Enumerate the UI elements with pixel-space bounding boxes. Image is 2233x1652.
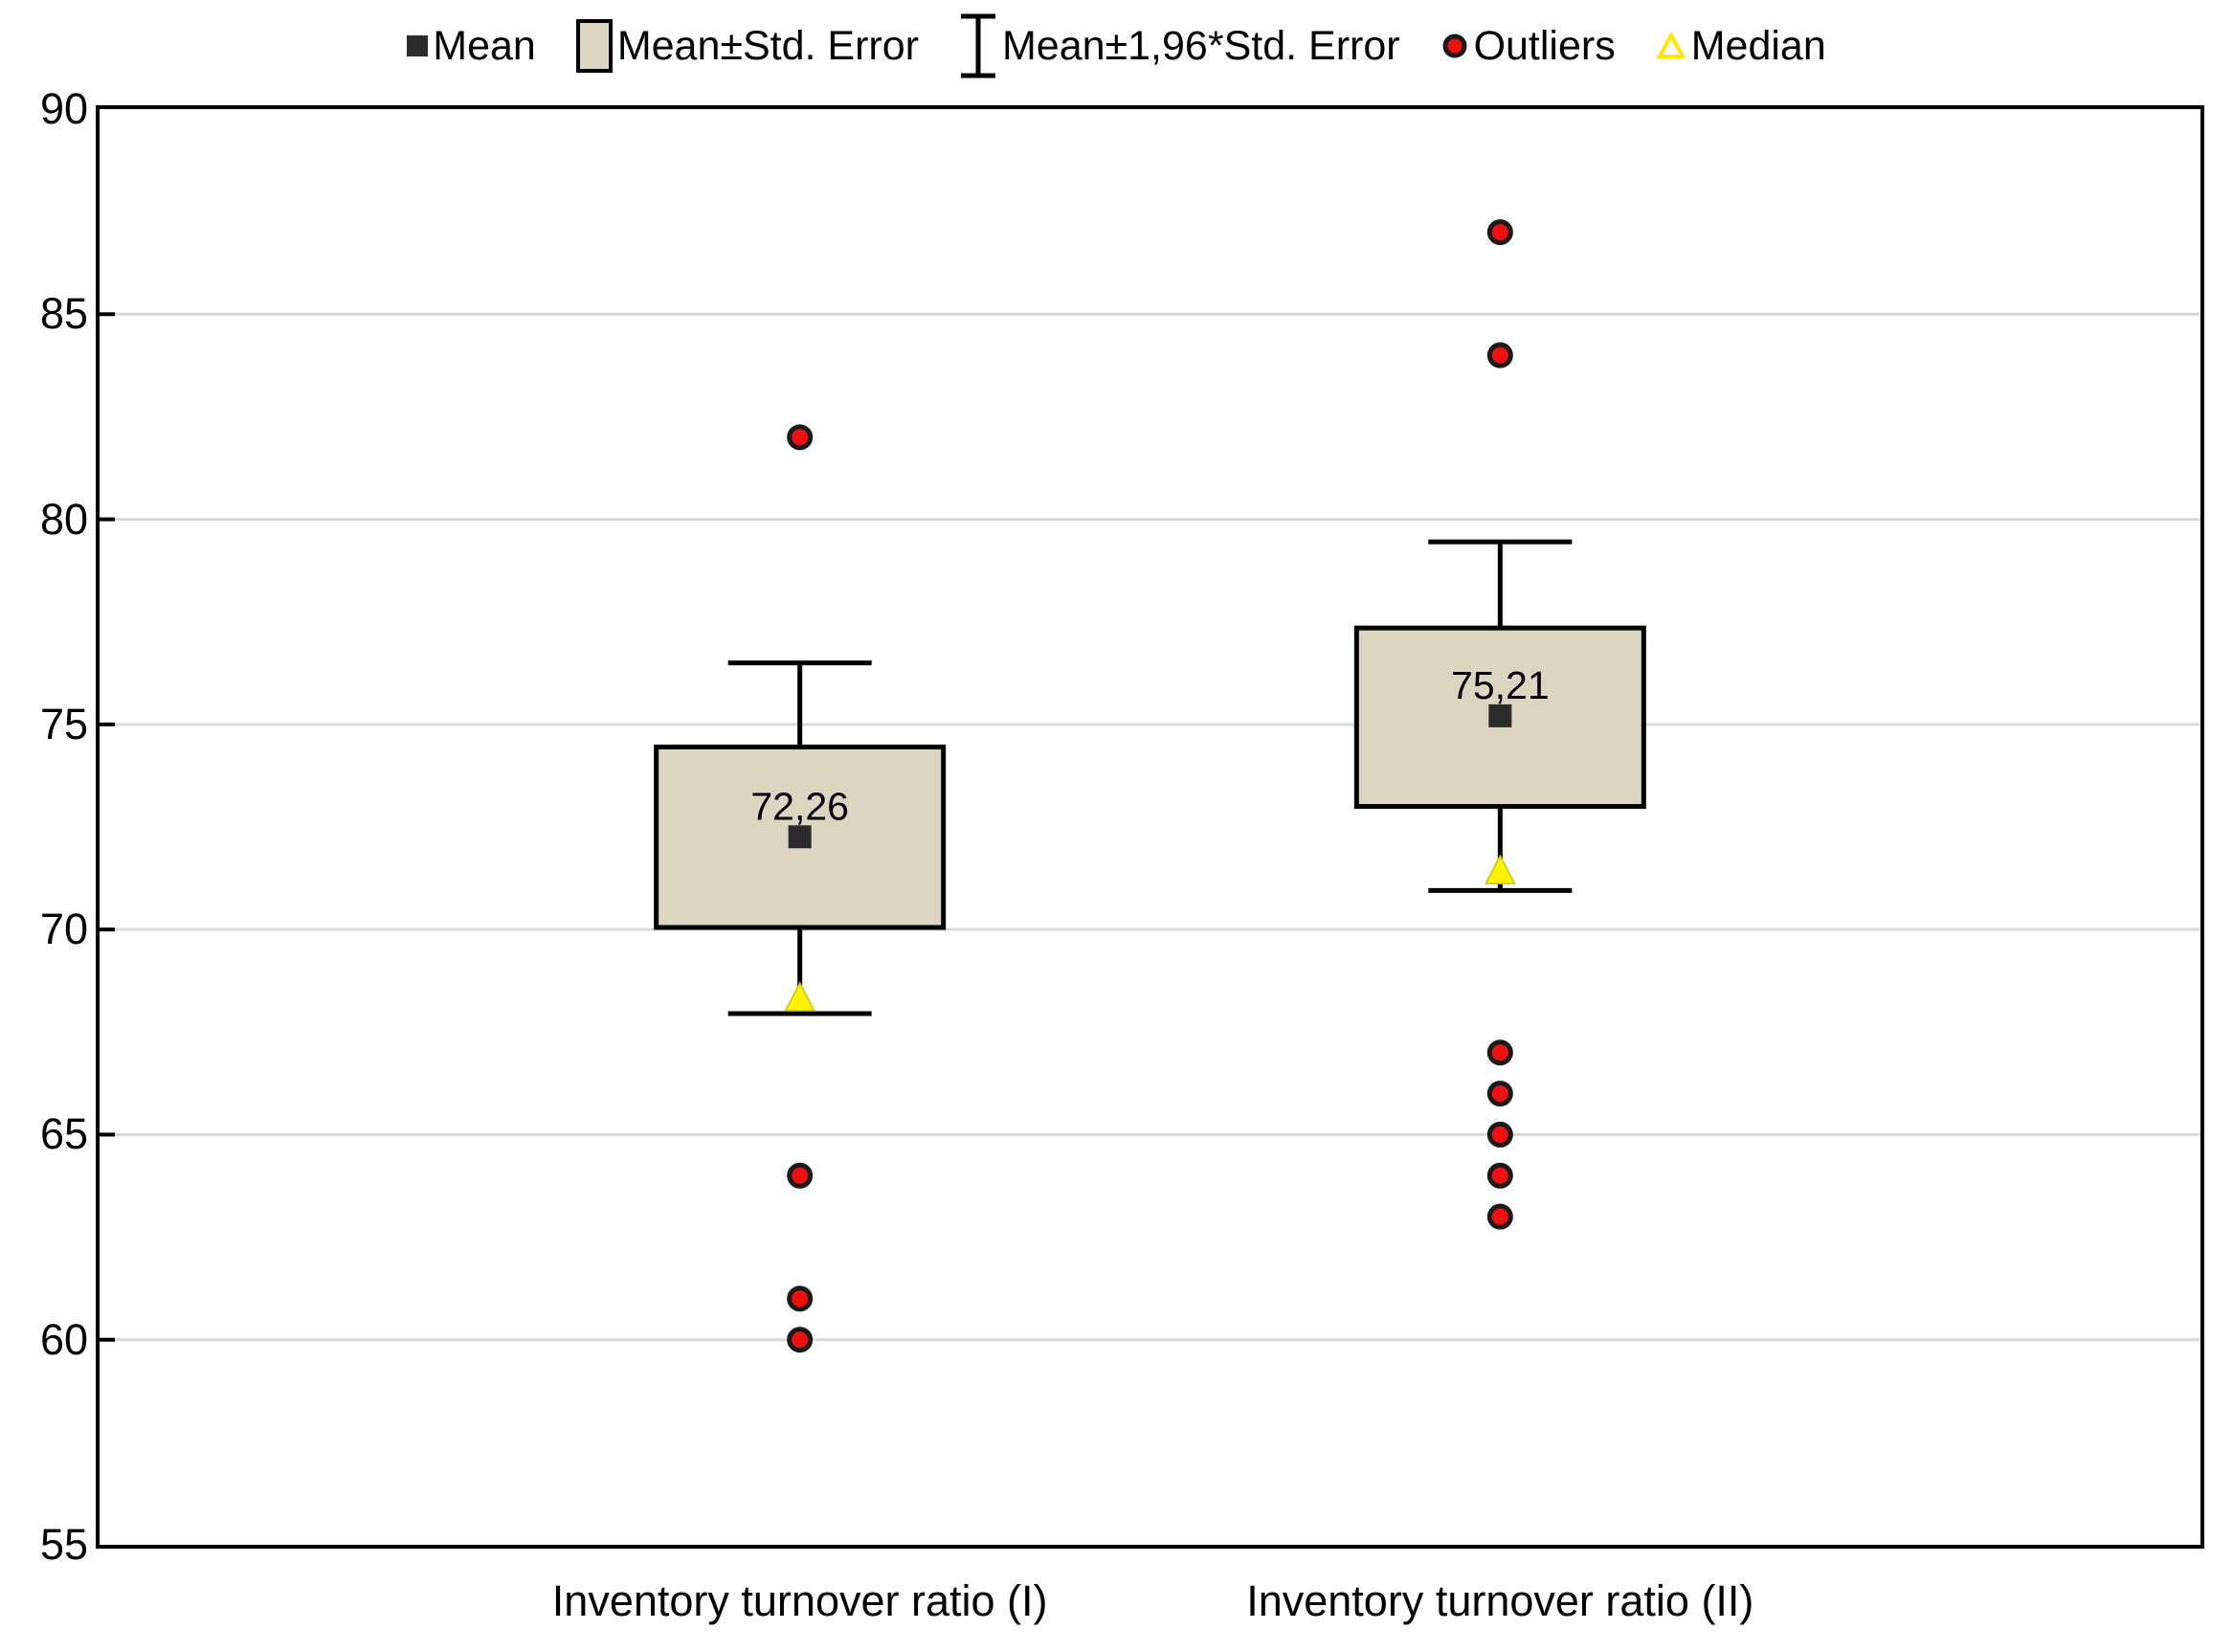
legend-item-median-triangle: Median <box>1656 23 1826 70</box>
y-tick-label: 75 <box>39 699 88 748</box>
outlier-point <box>787 1327 814 1353</box>
y-tick-label: 60 <box>39 1314 88 1364</box>
legend-label: Mean±Std. Error <box>616 22 919 69</box>
outlier-point <box>1486 1162 1513 1189</box>
outlier-point <box>1486 1203 1513 1230</box>
mean-marker <box>1488 703 1512 727</box>
outlier-point <box>787 1162 814 1189</box>
se-box-icon <box>575 19 613 73</box>
legend-item-outlier-dot: Outliers <box>1440 23 1616 70</box>
x-category-label: Inventory turnover ratio (I) <box>551 1576 1048 1625</box>
mean-value-label: 72,26 <box>750 784 849 828</box>
outlier-point <box>1486 1081 1513 1107</box>
plot-canvas: 72,26 75,21 <box>100 219 2200 1353</box>
median-triangle-icon <box>1656 32 1686 58</box>
legend-label: Mean <box>433 22 536 69</box>
mean-value-label: 75,21 <box>1451 663 1550 707</box>
outlier-point <box>787 424 814 451</box>
plot-area: 72,26 75,21 <box>96 105 2204 1549</box>
y-tick-label: 55 <box>39 1520 88 1569</box>
y-tick-label: 80 <box>39 494 88 544</box>
error-bar-icon <box>960 13 995 78</box>
mean-square-icon <box>407 35 429 56</box>
median-marker <box>1485 854 1516 884</box>
y-tick-label: 70 <box>39 904 88 954</box>
outlier-point <box>1486 342 1513 368</box>
legend-item-mean-square: Mean <box>407 23 536 70</box>
legend-item-se-box: Mean±Std. Error <box>575 19 919 73</box>
mean-marker <box>788 825 812 849</box>
outlier-dot-icon <box>1442 33 1467 58</box>
outlier-point <box>1486 1121 1513 1148</box>
x-category-label: Inventory turnover ratio (II) <box>1246 1576 1754 1625</box>
outlier-point <box>1486 1039 1513 1066</box>
y-tick-label: 65 <box>39 1109 88 1159</box>
legend-label: Mean±1,96*Std. Error <box>1001 22 1400 69</box>
legend-item-error-bar: Mean±1,96*Std. Error <box>959 11 1400 80</box>
legend-label: Outliers <box>1473 22 1616 69</box>
y-tick-label: 85 <box>39 289 88 339</box>
chart-legend: Mean Mean±Std. Error Mean±1,96*Std. Error O… <box>0 8 2233 84</box>
outlier-point <box>1486 219 1513 246</box>
legend-label: Median <box>1690 22 1826 69</box>
median-marker <box>784 981 815 1012</box>
outlier-point <box>787 1285 814 1312</box>
y-tick-label: 90 <box>39 84 88 133</box>
